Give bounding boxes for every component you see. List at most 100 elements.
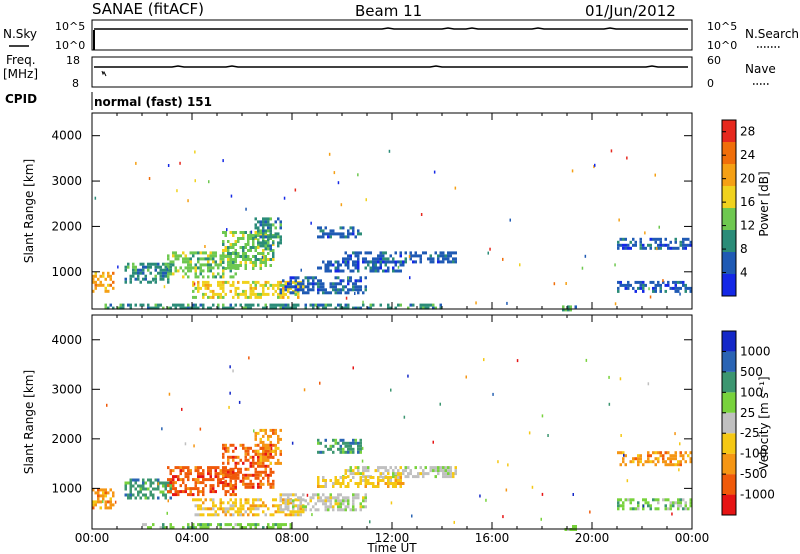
echo-cell — [257, 476, 260, 480]
echo-cell — [382, 479, 385, 482]
echo-cell — [637, 507, 640, 511]
echo-cell — [324, 266, 327, 270]
echo-cell — [339, 291, 342, 295]
echo-cell — [267, 247, 270, 251]
echo-cell — [234, 252, 237, 255]
echo-cell — [642, 498, 645, 502]
echo-cell — [402, 482, 405, 485]
echo-speck — [540, 517, 542, 521]
echo-cell — [289, 285, 292, 289]
echo-cell — [302, 508, 305, 512]
echo-speck — [519, 263, 521, 267]
echo-cell — [347, 263, 350, 267]
echo-cell — [332, 482, 335, 485]
echo-cell — [642, 283, 645, 287]
echo-cell — [347, 441, 350, 445]
echo-cell — [267, 507, 270, 511]
colorbar-swatch — [722, 433, 736, 454]
echo-cell — [664, 507, 667, 511]
echo-speck — [619, 377, 622, 381]
echo-cell — [309, 288, 312, 292]
echo-cell — [239, 237, 242, 240]
echo-cell — [247, 240, 250, 243]
echo-speck — [199, 427, 202, 431]
echo-cell — [309, 303, 312, 307]
echo-cell — [417, 472, 420, 476]
echo-cell — [317, 438, 320, 442]
echo-cell — [654, 451, 657, 455]
power-colorbar-label: Power [dB] — [757, 171, 771, 236]
echo-cell — [259, 220, 262, 224]
echo-cell — [217, 484, 220, 488]
echo-cell — [259, 235, 262, 239]
echo-speck — [608, 375, 610, 379]
echo-cell — [222, 303, 225, 307]
echo-cell — [682, 280, 685, 284]
echo-cell — [124, 487, 127, 491]
echo-cell — [302, 283, 305, 287]
echo-cell — [264, 504, 267, 508]
echo-cell — [259, 458, 262, 462]
time-axis-labels: 00:00 04:00 08:00 12:00 16:00 20:00 00:00 — [75, 531, 710, 545]
echo-cell — [174, 493, 177, 497]
echo-cell — [182, 466, 185, 470]
echo-cell — [347, 450, 350, 454]
echo-cell — [452, 257, 455, 261]
echo-cell — [662, 498, 665, 502]
echo-cell — [319, 226, 322, 230]
echo-cell — [202, 487, 205, 491]
echo-cell — [207, 269, 210, 273]
echo-cell — [342, 285, 345, 289]
echo-cell — [262, 449, 265, 453]
echo-cell — [324, 485, 327, 488]
echo-cell — [339, 232, 342, 236]
echo-cell — [92, 277, 95, 281]
echo-cell — [374, 260, 377, 264]
echo-cell — [347, 475, 350, 479]
echo-cell — [232, 493, 235, 497]
echo-cell — [244, 485, 247, 489]
echo-speck — [497, 460, 499, 464]
echo-cell — [187, 466, 190, 470]
echo-cell — [127, 493, 130, 497]
echo-cell — [347, 291, 350, 295]
echo-cell — [277, 283, 280, 287]
echo-cell — [142, 265, 145, 269]
echo-cell — [182, 481, 185, 485]
echo-cell — [287, 502, 290, 506]
echo-cell — [182, 257, 185, 261]
echo-cell — [269, 244, 272, 248]
echo-cell — [369, 260, 372, 264]
echo-cell — [244, 289, 247, 293]
echo-cell — [192, 303, 195, 307]
echo-cell — [174, 466, 177, 470]
echo-cell — [359, 306, 362, 310]
echo-cell — [292, 493, 295, 497]
echo-cell — [647, 501, 650, 505]
echo-cell — [354, 496, 357, 500]
echo-cell — [234, 501, 237, 505]
echo-cell — [254, 226, 257, 230]
echo-cell — [179, 303, 182, 307]
echo-cell — [297, 289, 300, 293]
echo-cell — [139, 490, 142, 494]
echo-cell — [182, 303, 185, 307]
echo-cell — [264, 231, 267, 234]
echo-cell — [342, 235, 345, 239]
echo-cell — [262, 428, 265, 432]
echo-cell — [207, 523, 210, 527]
echo-cell — [317, 499, 320, 503]
echo-speck — [408, 255, 411, 258]
echo-cell — [257, 513, 260, 517]
echo-cell — [374, 485, 377, 488]
echo-cell — [92, 500, 95, 504]
echo-cell — [357, 285, 360, 289]
echo-cell — [252, 255, 255, 258]
echo-cell — [639, 240, 642, 244]
echo-cell — [649, 237, 652, 241]
echo-cell — [147, 306, 150, 310]
echo-cell — [289, 306, 292, 310]
echo-cell — [322, 485, 325, 488]
freq-trace — [94, 65, 688, 68]
echo-cell — [667, 243, 670, 247]
